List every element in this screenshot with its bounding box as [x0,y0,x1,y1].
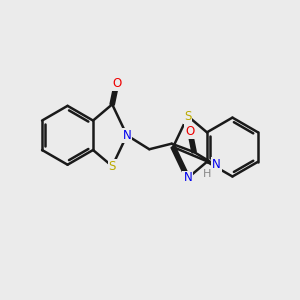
Text: N: N [212,158,221,171]
Text: O: O [185,124,194,138]
Text: S: S [184,110,191,123]
Text: N: N [122,129,131,142]
Text: N: N [183,172,192,184]
Text: H: H [202,169,211,179]
Text: S: S [109,160,116,173]
Text: O: O [112,77,121,90]
